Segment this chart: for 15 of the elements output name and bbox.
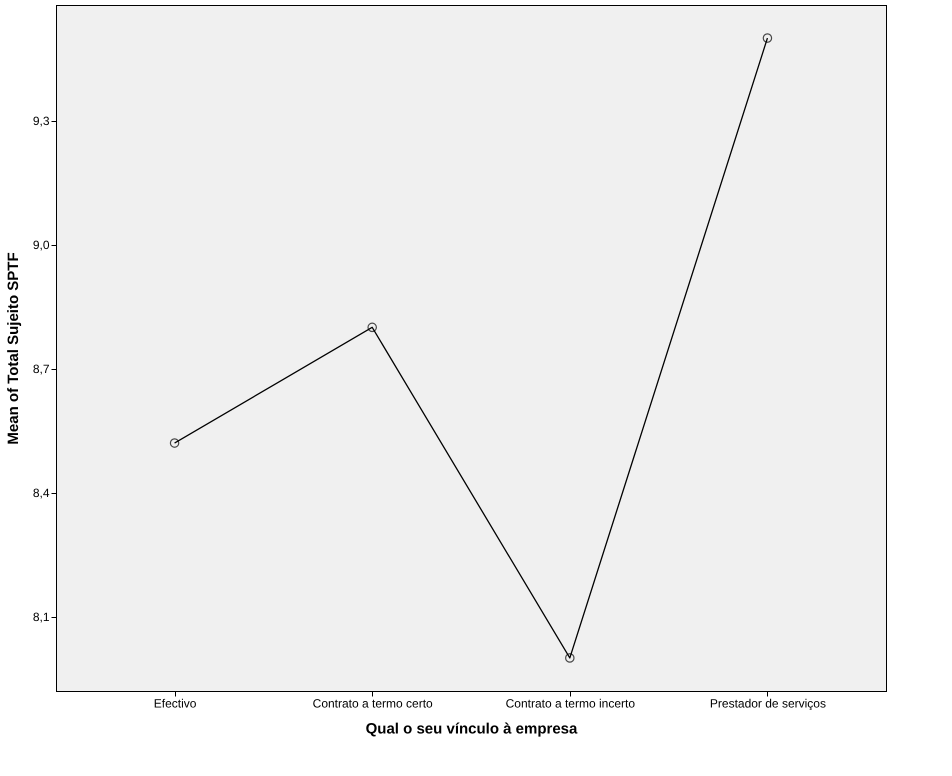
y-tick-label: 9,0 <box>32 238 50 252</box>
point <box>565 653 575 663</box>
x-tick-label: Contrato a termo incerto <box>506 696 636 710</box>
y-tick-label: 8,7 <box>32 362 50 376</box>
x-axis-title: Qual o seu vínculo à empresa <box>366 720 578 738</box>
x-tick-label: Efectivo <box>154 696 197 710</box>
point <box>367 322 377 332</box>
y-tick-label: 8,4 <box>32 486 50 500</box>
y-axis-title: Mean of Total Sujeito SPTF <box>4 252 22 445</box>
point <box>762 33 772 43</box>
point <box>170 438 180 448</box>
y-tick-label: 9,3 <box>32 114 50 128</box>
y-tick-label: 8,1 <box>32 610 50 624</box>
x-tick-label: Contrato a termo certo <box>312 696 434 710</box>
x-tick-label: Prestador de serviços <box>710 696 826 710</box>
